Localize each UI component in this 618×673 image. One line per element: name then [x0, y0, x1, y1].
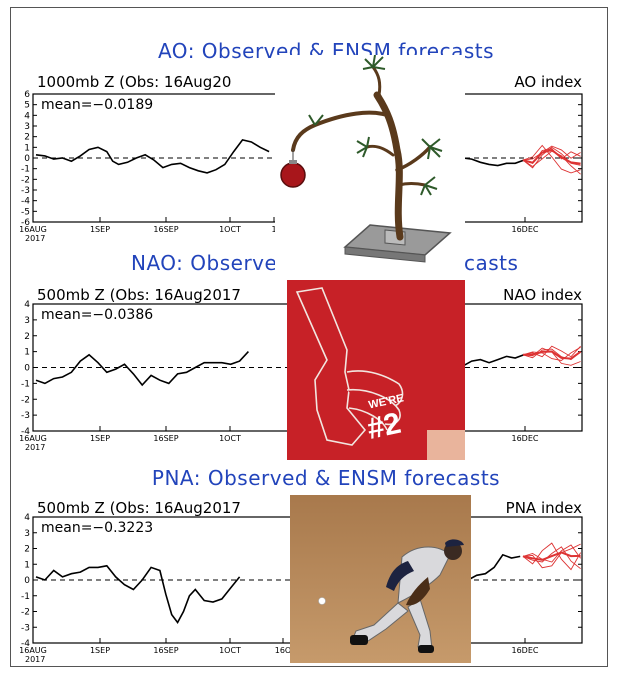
x-tick-label: 1OCT [219, 434, 241, 443]
pine-needles-icon [308, 55, 443, 196]
year-label: 2017 [25, 443, 45, 452]
y-tick-label: -4 [21, 639, 30, 649]
y-tick-label: -3 [21, 623, 30, 633]
forecast-member-line [522, 543, 581, 569]
finger-label-big: #2 [364, 407, 404, 446]
chart-title: NAO: Observe [131, 251, 277, 275]
y-tick-label: 2 [24, 545, 30, 555]
observed-line-recent [467, 553, 521, 581]
forecast-member-line [522, 542, 581, 571]
mean-label: mean=−0.3223 [41, 520, 153, 536]
y-tick-label: -4 [21, 197, 30, 207]
y-tick-label: -1 [21, 165, 30, 175]
forecast-mean-line [522, 148, 581, 165]
y-tick-label: 0 [24, 154, 30, 164]
observed-line [35, 564, 241, 624]
y-tick-label: 1 [24, 348, 30, 358]
x-tick-label: 16AUG [19, 434, 47, 443]
y-tick-label: -6 [21, 218, 30, 228]
forecast-mean-line [522, 551, 581, 561]
observed-line [35, 351, 249, 387]
hand-sleeve [427, 430, 465, 460]
forecast-member-line [522, 346, 581, 361]
x-tick-label: 1SEP [90, 434, 110, 443]
y-tick-label: 6 [24, 90, 30, 100]
forecast-member-line [522, 546, 581, 570]
year-label: 2017 [25, 234, 45, 243]
y-tick-label: 0 [24, 364, 30, 374]
x-tick-label: 16DEC [512, 225, 539, 234]
x-tick-label: 1 [271, 225, 276, 234]
forecast-member-line [522, 345, 581, 358]
y-tick-label: 2 [24, 332, 30, 342]
x-tick-label: 16SEP [153, 646, 178, 655]
year-label: 2017 [25, 655, 45, 664]
y-tick-label: -2 [21, 395, 30, 405]
y-tick-label: 4 [24, 513, 30, 523]
fielder-photo [290, 495, 471, 663]
y-tick-label: -2 [21, 608, 30, 618]
y-tick-label: 5 [24, 101, 30, 111]
x-tick-label: 16SEP [153, 434, 178, 443]
foam-finger-photo: WE'RE #2 [287, 280, 465, 460]
y-tick-label: -1 [21, 592, 30, 602]
y-tick-label: 4 [24, 300, 30, 310]
y-tick-label: -3 [21, 186, 30, 196]
tree-trunk-icon [291, 65, 432, 241]
y-tick-label: -5 [21, 207, 30, 217]
chart-subtitle-left: 500mb Z (Obs: 16Aug2017 [37, 286, 241, 304]
player-icon [350, 539, 464, 653]
tree-stand-icon [343, 224, 452, 263]
forecast-member-line [522, 544, 581, 563]
observed-line [35, 139, 270, 174]
forecast-member-line [522, 144, 581, 174]
y-tick-label: 4 [24, 111, 30, 121]
chart-subtitle-right: PNA index [506, 499, 582, 517]
y-tick-label: -2 [21, 175, 30, 185]
observed-line-recent [462, 354, 525, 367]
mean-label: mean=−0.0189 [41, 97, 153, 113]
chart-subtitle-left: 500mb Z (Obs: 16Aug2017 [37, 499, 241, 517]
x-tick-label: 16AUG [19, 646, 47, 655]
y-tick-label: -3 [21, 411, 30, 421]
y-tick-label: 0 [24, 576, 30, 586]
y-tick-label: -4 [21, 427, 30, 437]
observed-line-recent [462, 157, 525, 167]
chart-title: PNA: Observed & ENSM forecasts [152, 466, 500, 490]
mean-label: mean=−0.0386 [41, 307, 153, 323]
christmas-tree-photo [275, 55, 465, 270]
y-tick-label: 3 [24, 316, 30, 326]
chart-title-tail: casts [464, 251, 518, 275]
x-tick-label: 1OCT [219, 646, 241, 655]
y-tick-label: -1 [21, 379, 30, 389]
ornament-icon [280, 150, 306, 188]
x-tick-label: 16AUG [19, 225, 47, 234]
y-tick-label: 3 [24, 529, 30, 539]
baseball-icon [318, 597, 326, 605]
x-tick-label: 1SEP [90, 646, 110, 655]
forecast-member-line [522, 145, 581, 161]
chart-subtitle-left: 1000mb Z (Obs: 16Aug20 [37, 73, 231, 91]
chart-subtitle-right: NAO index [503, 286, 582, 304]
y-tick-label: 1 [24, 560, 30, 570]
forecast-mean-line [522, 350, 582, 360]
y-tick-label: 2 [24, 133, 30, 143]
x-tick-label: 16SEP [153, 225, 178, 234]
chart-subtitle-right: AO index [514, 73, 582, 91]
x-tick-label: 16DEC [512, 434, 539, 443]
y-tick-label: 3 [24, 122, 30, 132]
x-tick-label: 16O [275, 646, 291, 655]
x-tick-label: 16DEC [512, 646, 539, 655]
x-tick-label: 1OCT [219, 225, 241, 234]
x-tick-label: 1SEP [90, 225, 110, 234]
foam-finger-icon [295, 287, 404, 446]
y-tick-label: 1 [24, 143, 30, 153]
